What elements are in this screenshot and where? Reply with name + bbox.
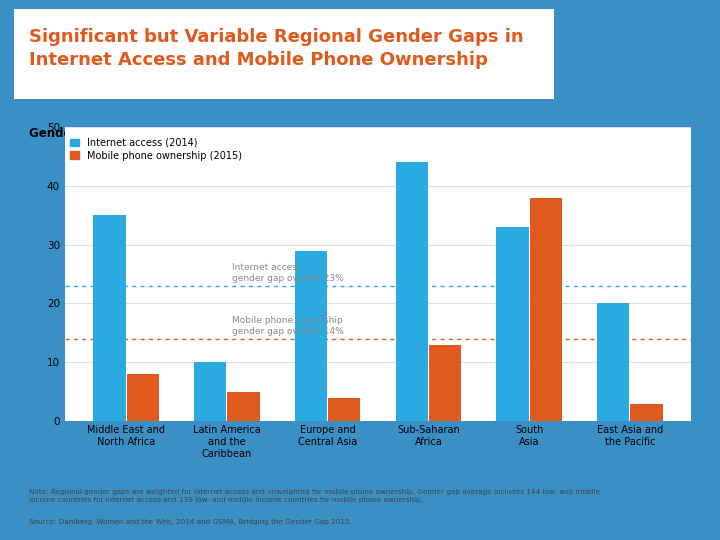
Bar	[194, 362, 226, 421]
Text: Note: Regional gender gaps are weighted for Internet access and unweighted for m: Note: Regional gender gaps are weighted …	[29, 489, 600, 503]
Text: Gender gap in internet access and in mobile phone ownership, by region, 2015: Gender gap in internet access and in mob…	[29, 127, 554, 140]
Bar	[94, 215, 125, 421]
Text: Internet access
gender gap overall: 23%: Internet access gender gap overall: 23%	[232, 263, 343, 283]
Bar	[496, 227, 528, 421]
Bar	[530, 198, 562, 421]
Bar	[429, 345, 461, 421]
Bar	[228, 392, 260, 421]
Bar	[631, 403, 662, 421]
Text: Mobile phone ownership
gender gap overall: 14%: Mobile phone ownership gender gap overal…	[232, 316, 343, 336]
Text: Source: Dahlberg, Women and the Web, 2014 and GSMA, Bridging the Gender Gap 2015: Source: Dahlberg, Women and the Web, 201…	[29, 519, 351, 525]
Bar	[328, 397, 361, 421]
Legend: Internet access (2014), Mobile phone ownership (2015): Internet access (2014), Mobile phone own…	[70, 138, 242, 160]
Bar	[395, 162, 428, 421]
Text: Significant but Variable Regional Gender Gaps in
Internet Access and Mobile Phon: Significant but Variable Regional Gender…	[29, 28, 523, 69]
Bar	[14, 9, 554, 99]
Bar	[295, 251, 327, 421]
Bar	[597, 303, 629, 421]
Bar	[127, 374, 159, 421]
